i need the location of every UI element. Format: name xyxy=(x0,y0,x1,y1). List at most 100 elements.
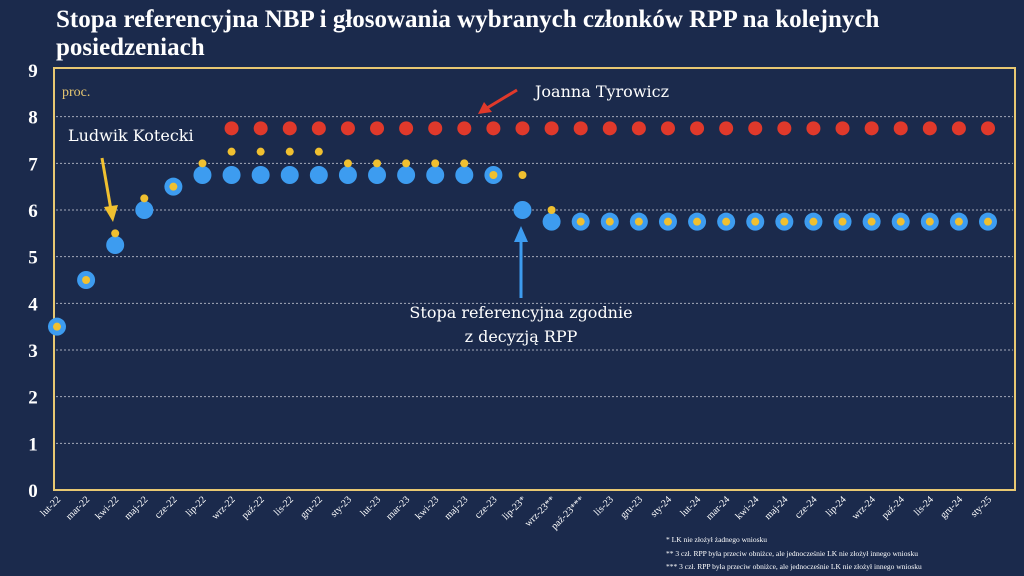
x-tick-label: maj-23 xyxy=(443,494,471,522)
kotecki-point xyxy=(954,217,963,226)
kotecki-arrow xyxy=(100,157,113,211)
x-tick-label: maj-24 xyxy=(763,494,791,522)
tyrowicz-point xyxy=(806,121,821,136)
kotecki-point xyxy=(693,217,702,226)
y-tick-label: 2 xyxy=(28,388,38,409)
x-tick-label: kwi-22 xyxy=(93,494,121,522)
x-tick-label: gru-23 xyxy=(618,494,645,521)
x-tick-label: gru-22 xyxy=(298,494,325,521)
kotecki-point xyxy=(896,217,905,226)
x-tick-label: cze-23 xyxy=(473,494,500,521)
tyrowicz-arrowhead xyxy=(478,102,492,114)
rate-point xyxy=(251,166,270,184)
x-tick-label: lut-22 xyxy=(38,494,63,519)
x-tick-label: lis-24 xyxy=(912,494,936,518)
tyrowicz-point xyxy=(399,121,414,136)
tyrowicz-point xyxy=(864,121,879,136)
rate-point xyxy=(309,166,328,184)
kotecki-point xyxy=(634,217,643,226)
y-tick-label: 4 xyxy=(28,294,38,315)
kotecki-point xyxy=(780,217,789,226)
kotecki-point xyxy=(460,159,469,168)
x-tick-label: lis-22 xyxy=(272,494,296,518)
tyrowicz-arrow xyxy=(486,88,518,110)
kotecki-point xyxy=(547,206,556,214)
tyrowicz-point xyxy=(515,121,530,136)
kotecki-point xyxy=(314,147,323,156)
kotecki-point xyxy=(867,217,876,226)
tyrowicz-point xyxy=(951,121,966,136)
kotecki-point xyxy=(285,147,294,156)
kotecki-point xyxy=(984,217,992,226)
tyrowicz-point xyxy=(282,121,297,136)
x-tick-label: kwi-24 xyxy=(734,494,762,522)
chart-title: Stopa referencyjna NBP i głosowania wybr… xyxy=(56,6,880,61)
annotation-rate-line1: Stopa referencyjna zgodnie xyxy=(409,303,632,322)
x-tick-label: wrz-24 xyxy=(850,494,878,522)
kotecki-point xyxy=(663,217,672,226)
tyrowicz-point xyxy=(340,121,355,136)
plot-frame xyxy=(53,67,1016,491)
x-tick-label: kwi-23 xyxy=(414,494,442,522)
tyrowicz-point xyxy=(835,121,850,136)
x-tick-label: lip-22 xyxy=(184,494,209,519)
rate-point xyxy=(106,236,125,254)
x-tick-label: gru-24 xyxy=(938,494,965,521)
annotation-tyrowicz: Joanna Tyrowicz xyxy=(533,82,669,101)
rate-point xyxy=(193,166,212,184)
rate-arrowhead xyxy=(514,226,528,242)
footnote-2: ** 3 czł. RPP była przeciw obniżce, ale … xyxy=(666,549,918,558)
tyrowicz-point xyxy=(573,121,588,136)
x-tick-label: mar-23 xyxy=(384,494,412,522)
y-tick-label: 9 xyxy=(28,61,38,82)
x-tick-label: mar-22 xyxy=(64,494,92,522)
y-tick-label: 7 xyxy=(28,154,38,175)
x-tick-label: lis-23 xyxy=(592,494,616,518)
kotecki-point xyxy=(169,182,178,191)
rate-point xyxy=(455,166,474,184)
kotecki-point xyxy=(518,171,527,179)
kotecki-point xyxy=(343,159,352,168)
kotecki-arrowhead xyxy=(104,205,118,222)
kotecki-point xyxy=(227,147,236,156)
tyrowicz-point xyxy=(428,121,443,136)
tyrowicz-point xyxy=(370,121,385,136)
y-tick-label: 6 xyxy=(28,201,38,222)
x-tick-label: mar-24 xyxy=(704,494,732,522)
x-tick-label: paź-22 xyxy=(240,494,267,521)
kotecki-point xyxy=(838,217,847,226)
x-tick-label: sty-25 xyxy=(969,494,994,519)
tyrowicz-point xyxy=(748,121,763,136)
kotecki-point xyxy=(751,217,760,226)
tyrowicz-point xyxy=(719,121,734,136)
tyrowicz-point xyxy=(602,121,617,136)
kotecki-point xyxy=(431,159,440,168)
kotecki-point xyxy=(140,194,149,203)
kotecki-point xyxy=(809,217,818,226)
kotecki-point xyxy=(198,159,207,168)
kotecki-point xyxy=(402,159,411,168)
rate-point xyxy=(135,201,154,219)
tyrowicz-point xyxy=(486,121,501,136)
tyrowicz-point xyxy=(981,121,995,136)
x-tick-label: wrz-22 xyxy=(210,494,238,522)
annotation-kotecki: Ludwik Kotecki xyxy=(68,126,194,145)
tyrowicz-point xyxy=(631,121,646,136)
rate-point xyxy=(426,166,445,184)
footnote-3: *** 3 czł. RPP była przeciw obniżce, ale… xyxy=(666,562,922,571)
x-tick-label: paź-24 xyxy=(880,494,907,521)
kotecki-point xyxy=(373,159,382,168)
kotecki-point xyxy=(82,276,91,284)
kotecki-point xyxy=(925,217,934,226)
x-tick-label: lip-23* xyxy=(500,494,528,522)
x-tick-label: maj-22 xyxy=(123,494,151,522)
annotation-rate-line2: z decyzją RPP xyxy=(465,327,578,346)
x-tick-label: lip-24 xyxy=(824,494,849,519)
kotecki-point xyxy=(722,217,731,226)
rate-point xyxy=(338,166,357,184)
x-tick-label: sty-23 xyxy=(329,494,354,519)
y-tick-label: 3 xyxy=(28,341,38,362)
rate-point xyxy=(368,166,387,184)
y-tick-label: 0 xyxy=(28,481,38,502)
rate-point xyxy=(542,212,561,231)
